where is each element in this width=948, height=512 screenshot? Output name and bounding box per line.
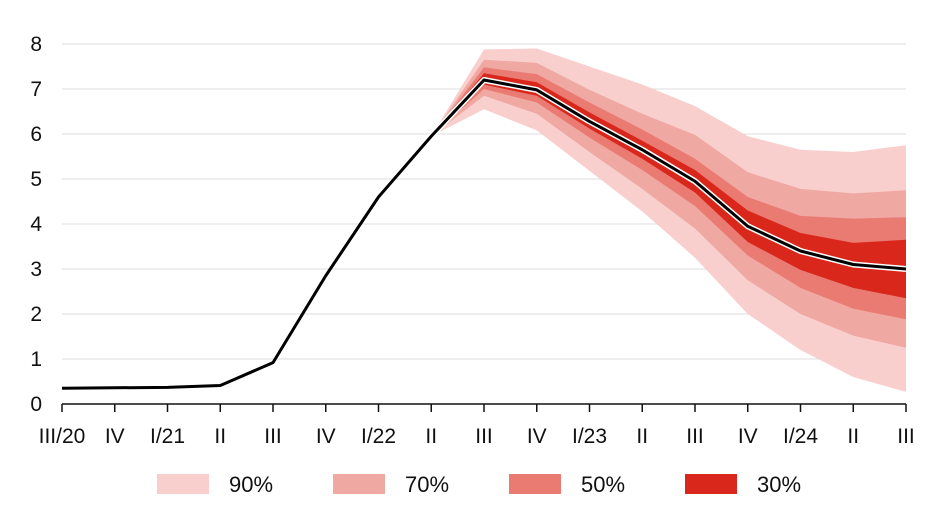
y-tick-label: 6 bbox=[30, 123, 42, 146]
y-tick-label: 2 bbox=[30, 303, 42, 326]
x-tick-label: I/23 bbox=[572, 425, 607, 448]
x-tick-label: I/21 bbox=[150, 425, 185, 448]
central-line-group bbox=[61, 77, 907, 390]
x-tick-label: II bbox=[214, 425, 226, 448]
x-tick-label: III/20 bbox=[39, 425, 86, 448]
legend-label: 70% bbox=[405, 472, 449, 497]
y-tick-label: 7 bbox=[30, 78, 42, 101]
y-tick-label: 1 bbox=[30, 348, 42, 371]
x-axis: III/20 IV I/21 II III IV I/22 II III IV I/23 II III I… bbox=[39, 403, 915, 448]
band-90pct bbox=[431, 48, 906, 392]
fan-bands bbox=[431, 48, 906, 392]
x-tick-label: I/22 bbox=[361, 425, 396, 448]
x-tick-label: II bbox=[425, 425, 437, 448]
x-tick-label: II bbox=[636, 425, 648, 448]
x-tick-label: III bbox=[897, 425, 915, 448]
legend: 90% 70% 50% 30% bbox=[157, 472, 801, 497]
x-tick-label: III bbox=[264, 425, 282, 448]
central-line bbox=[61, 78, 907, 390]
grid-lines bbox=[62, 43, 906, 360]
legend-label: 90% bbox=[229, 472, 273, 497]
x-tick-label: II bbox=[847, 425, 859, 448]
legend-label: 50% bbox=[581, 472, 625, 497]
x-tick-label: IV bbox=[316, 425, 336, 448]
x-tick-label: IV bbox=[527, 425, 547, 448]
legend-swatch bbox=[157, 474, 209, 494]
y-tick-label: 5 bbox=[30, 168, 42, 191]
y-tick-label: 8 bbox=[30, 33, 42, 56]
x-tick-label: I/24 bbox=[783, 425, 818, 448]
y-tick-label: 3 bbox=[30, 258, 42, 281]
y-tick-label: 0 bbox=[30, 393, 42, 416]
y-axis: 0 1 2 3 4 5 6 7 8 bbox=[30, 33, 42, 416]
legend-swatch bbox=[333, 474, 385, 494]
legend-swatch bbox=[509, 474, 561, 494]
y-tick-label: 4 bbox=[30, 213, 42, 236]
legend-label: 30% bbox=[757, 472, 801, 497]
x-tick-label: III bbox=[686, 425, 704, 448]
x-tick-label: III bbox=[475, 425, 493, 448]
x-tick-label: IV bbox=[105, 425, 125, 448]
x-tick-label: IV bbox=[738, 425, 758, 448]
legend-swatch bbox=[685, 474, 737, 494]
